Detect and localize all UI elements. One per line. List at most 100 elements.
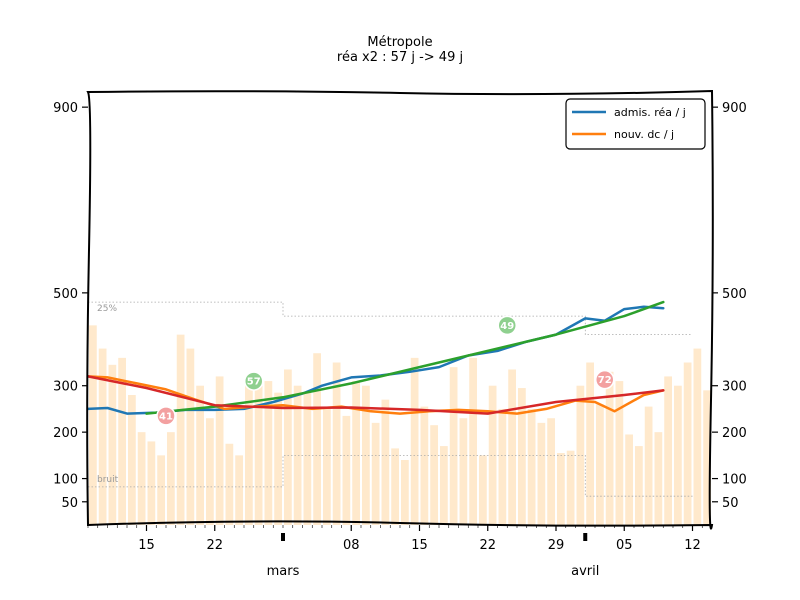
annotation-25pct: 25%	[97, 304, 117, 314]
annotation-noise: bruit	[97, 475, 119, 485]
x-tick-label-2: 08	[343, 538, 360, 553]
bar-13	[215, 376, 224, 525]
bar-25	[332, 362, 341, 525]
bar-61	[683, 362, 692, 525]
bar-27	[352, 381, 360, 525]
y-tick-label-right-3: 300	[722, 380, 747, 395]
bar-0	[89, 325, 97, 525]
bar-45	[527, 408, 536, 525]
y-tick-label-left-5: 900	[53, 101, 78, 116]
y-tick-label-right-2: 200	[722, 426, 747, 441]
bar-47	[547, 418, 555, 525]
bar-49	[566, 450, 575, 525]
bar-19	[274, 392, 282, 525]
bar-17	[254, 385, 263, 525]
bar-2	[108, 364, 117, 525]
bar-55	[625, 434, 633, 525]
legend-label-dc: nouv. dc / j	[614, 128, 674, 141]
bar-3	[118, 357, 126, 525]
bar-43	[508, 369, 516, 525]
bar-41	[488, 385, 497, 525]
bar-54	[615, 381, 624, 525]
bar-56	[635, 446, 643, 525]
legend: admis. réa / j nouv. dc / j	[565, 98, 706, 150]
axes-layer: 50 50 100 100 200 200 300 300 500 500 900 900 15 22 08…	[53, 101, 747, 579]
bar-53	[605, 371, 614, 525]
x-tick-label-4: 22	[479, 538, 496, 553]
y-tick-label-left-3: 300	[53, 380, 78, 395]
bar-18	[264, 381, 273, 525]
month-label-0: mars	[267, 564, 300, 579]
bar-57	[644, 406, 653, 525]
x-tick-label-6: 05	[616, 538, 633, 553]
bar-12	[206, 418, 214, 525]
threshold-layer	[88, 301, 693, 497]
doubling-badge-label-0: 57	[247, 377, 261, 388]
month-label-1: avril	[571, 564, 599, 579]
bar-33	[410, 357, 419, 525]
doubling-badge-label-3: 72	[598, 375, 612, 386]
bar-7	[157, 455, 165, 525]
bar-29	[371, 422, 380, 525]
lines-layer	[86, 300, 665, 415]
doubling-badge-label-1: 49	[500, 321, 514, 332]
trend-line-1	[86, 375, 665, 415]
bar-42	[498, 408, 507, 525]
badges-layer: 57 49 41 72	[156, 315, 615, 426]
month-marker-1	[583, 533, 588, 541]
chart-subtitle: réa x2 : 57 j -> 49 j	[337, 50, 463, 65]
bar-52	[596, 404, 604, 525]
bar-48	[557, 453, 565, 525]
bar-24	[323, 408, 331, 525]
bar-63	[703, 390, 711, 525]
x-tick-label-3: 15	[411, 538, 428, 553]
x-tick-label-7: 12	[684, 538, 701, 553]
y-tick-label-right-4: 500	[722, 287, 747, 302]
series-line-1	[86, 375, 665, 415]
y-tick-label-right-0: 50	[722, 496, 739, 511]
y-tick-label-right-5: 900	[722, 101, 747, 116]
y-tick-label-left-2: 200	[53, 426, 78, 441]
bar-10	[186, 348, 195, 525]
threshold-25pct-line	[88, 301, 693, 335]
bar-31	[391, 448, 399, 525]
bar-4	[128, 395, 136, 525]
x-tick-label-5: 29	[548, 538, 565, 553]
x-tick-label-0: 15	[138, 538, 155, 553]
bar-21	[293, 385, 302, 525]
bar-22	[303, 392, 312, 525]
bar-44	[518, 388, 526, 525]
bar-39	[469, 357, 477, 525]
bar-62	[693, 348, 702, 525]
bar-26	[342, 415, 351, 525]
y-tick-label-right-1: 100	[722, 473, 747, 488]
bar-20	[284, 369, 292, 525]
bar-30	[381, 399, 390, 525]
bar-15	[235, 455, 243, 525]
bar-23	[313, 353, 321, 525]
y-tick-label-left-4: 500	[53, 287, 78, 302]
noise-line	[88, 455, 693, 497]
chart-title: Métropole	[367, 35, 432, 50]
bar-59	[664, 376, 672, 525]
bar-14	[225, 443, 234, 525]
bar-46	[537, 422, 546, 525]
bar-58	[654, 432, 663, 525]
bar-1	[98, 348, 107, 525]
bar-50	[576, 385, 585, 525]
bar-37	[449, 367, 458, 525]
bar-16	[245, 376, 253, 525]
doubling-badge-label-2: 41	[159, 411, 173, 422]
y-tick-label-left-1: 100	[53, 473, 78, 488]
x-tick-label-1: 22	[206, 538, 223, 553]
bar-34	[420, 406, 429, 525]
bar-36	[440, 446, 448, 525]
bar-38	[459, 418, 468, 525]
doubling-badge-3	[595, 369, 615, 390]
bar-8	[167, 432, 175, 525]
bar-40	[479, 455, 487, 525]
doubling-badge-1	[497, 315, 517, 336]
bar-35	[430, 425, 438, 525]
legend-label-rea: admis. réa / j	[614, 106, 686, 119]
